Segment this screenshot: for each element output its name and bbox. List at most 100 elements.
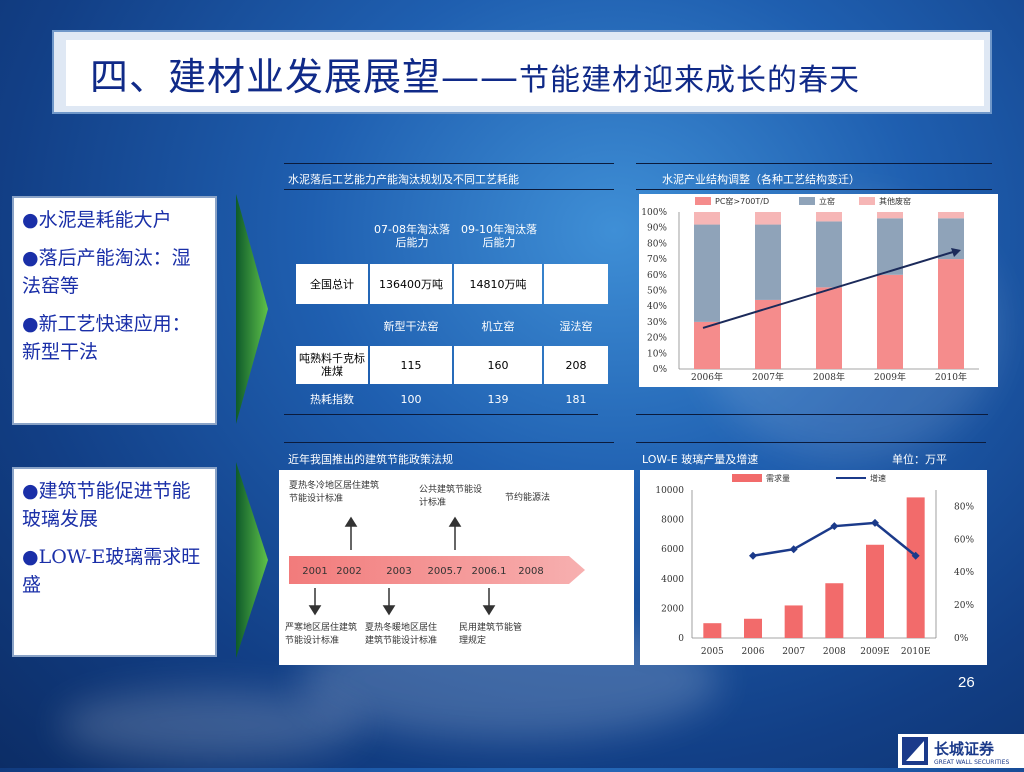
policy-note: 夏热冬冷地区居住建筑节能设计标准 (289, 481, 380, 504)
divider (284, 189, 614, 190)
legend-label: 增速 (870, 473, 886, 483)
trend-arrow (702, 251, 954, 329)
table-cell: 吨熟料千克标准煤 (296, 346, 368, 384)
growth-point (911, 551, 920, 560)
x-tick-label: 2007 (782, 647, 805, 657)
stacked-bar-chart: 100% 90% 80% 70% 60% 50% 40% 30% 20% 10% 0% 2006年 20… (641, 196, 979, 383)
page-number: 26 (958, 674, 975, 691)
bar-segment (938, 212, 964, 219)
logo-text: 长城证券 (934, 740, 995, 758)
y-tick-label: 60% (647, 271, 667, 281)
y-tick-label: 30% (647, 318, 667, 328)
legend-swatch (799, 197, 815, 205)
policy-note: 夏热冬暖地区居住建筑节能设计标准 (365, 623, 438, 646)
table-cell: 热耗指数 (310, 392, 354, 406)
y-tick-label: 0 (678, 634, 684, 644)
divider (636, 189, 992, 190)
company-logo: 长城证券 GREAT WALL SECURITIES (898, 734, 1024, 768)
y2-tick-label: 60% (954, 535, 974, 545)
y2-tick-label: 20% (954, 601, 974, 611)
y-tick-label: 100% (641, 208, 667, 218)
timeline-year: 2005.7 (428, 566, 463, 577)
divider (284, 163, 614, 164)
bullet-item: 法窑等 (22, 275, 80, 297)
stacked-panel-title: 水泥产业结构调整（各种工艺结构变迁） (662, 173, 860, 186)
y-tick-label: 50% (647, 287, 667, 297)
table-cell: 全国总计 (296, 264, 368, 304)
table-cell: 208 (544, 346, 608, 384)
x-tick-label: 2006 (742, 647, 765, 657)
y-tick-label: 80% (647, 239, 667, 249)
lowe-panel-title: LOW-E 玻璃产量及增速 (642, 453, 759, 466)
bar-segment (816, 212, 842, 222)
bar (906, 497, 925, 638)
growth-point (789, 545, 798, 554)
bullet-item: ●建筑节能促进节能玻璃发展 (22, 480, 191, 530)
table-panel-title: 水泥落后工艺能力产能淘汰规划及不同工艺耗能 (288, 173, 519, 186)
x-tick-label: 2010E (901, 647, 930, 657)
timeline-year: 2006.1 (472, 566, 507, 577)
y2-tick-label: 80% (954, 502, 974, 512)
lowe-combo-chart: 10000 8000 6000 4000 2000 0 80% 60% 40% 20% 0% 2005… (655, 473, 974, 657)
x-tick-label: 2010年 (935, 371, 967, 383)
lowe-chart-panel: 10000 8000 6000 4000 2000 0 80% 60% 40% 20% 0% 2005… (640, 470, 987, 665)
policy-note: 节约能源法 (505, 493, 551, 503)
y-tick-label: 4000 (661, 575, 684, 585)
y-tick-label: 40% (647, 302, 667, 312)
table-cell (544, 264, 608, 304)
growth-point (871, 518, 879, 527)
title-background (66, 40, 984, 106)
x-tick-label: 2006年 (691, 371, 723, 383)
logo-subtext: GREAT WALL SECURITIES (934, 759, 1009, 766)
table-cell: 100 (400, 392, 422, 406)
x-tick-label: 2008 (823, 647, 846, 657)
policy-note: 严寒地区居住建筑节能设计标准 (285, 623, 358, 646)
lowe-panel-unit: 单位：万平 (892, 453, 947, 466)
bar-segment (694, 212, 720, 225)
y-tick-label: 0% (653, 365, 668, 375)
timeline-year: 2003 (386, 566, 411, 577)
growth-point (749, 551, 757, 560)
bar (784, 605, 803, 638)
bar-segment (816, 287, 842, 369)
table-cell: 136400万吨 (370, 264, 452, 304)
y-tick-label: 6000 (661, 545, 684, 555)
title-dash: —— (441, 55, 520, 99)
x-tick-label: 2005 (701, 647, 724, 657)
legend-swatch (859, 197, 875, 205)
legend-swatch (695, 197, 711, 205)
policy-note: 民用建筑节能管理规定 (459, 623, 523, 646)
divider (636, 442, 986, 443)
table-cell: 14810万吨 (454, 264, 542, 304)
timeline-bar (289, 556, 585, 584)
divider (636, 414, 988, 415)
policy-note: 公共建筑节能设计标准 (419, 485, 483, 508)
policy-timeline-panel: 2001 2002 2003 2005.7 2006.1 2008 夏热冬冷地区居住建筑节… (279, 470, 634, 665)
y-tick-label: 8000 (661, 516, 684, 526)
bar (744, 618, 762, 638)
legend-label: PC窑>700T/D (715, 196, 769, 206)
divider (284, 414, 598, 415)
table-cell: 115 (370, 346, 452, 384)
timeline-year: 2008 (518, 566, 543, 577)
table-cell: 160 (454, 346, 542, 384)
legend-swatch (732, 474, 762, 482)
bar-segment (755, 212, 781, 225)
bullet-box-glass: ●建筑节能促进节能玻璃发展 ●LOW-E玻璃需求旺盛 (12, 467, 217, 657)
table-header: 07-08年淘汰落后能力 (374, 223, 450, 249)
bullet-item: ●LOW-E玻璃需求旺盛 (22, 546, 201, 596)
y-tick-label: 70% (647, 255, 667, 265)
y2-tick-label: 0% (954, 634, 969, 644)
bar-segment (816, 221, 842, 288)
bar (866, 544, 884, 638)
stacked-chart-panel: 100% 90% 80% 70% 60% 50% 40% 30% 20% 10% 0% 2006年 20… (639, 194, 998, 387)
arrow-right-icon (236, 462, 268, 658)
bar-segment (755, 224, 781, 300)
bar (825, 583, 844, 638)
x-tick-label: 2009E (860, 647, 889, 657)
bar-segment (694, 224, 720, 322)
table-cell: 181 (565, 392, 587, 406)
timeline-year: 2002 (336, 566, 361, 577)
x-tick-label: 2007年 (752, 371, 784, 383)
